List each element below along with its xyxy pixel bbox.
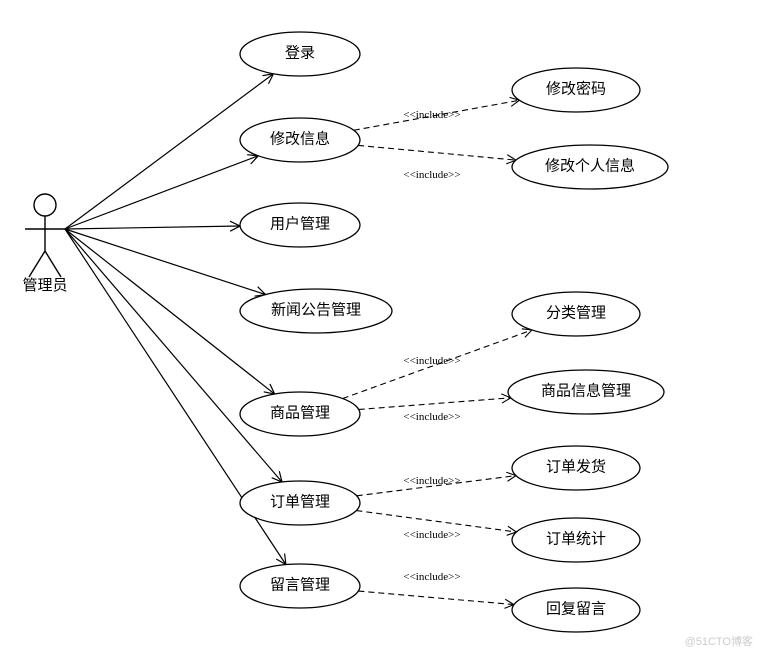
include-label: <<include>> (403, 109, 460, 121)
watermark: @51CTO博客 (685, 633, 753, 649)
uc-category-mgmt: 分类管理 (512, 292, 640, 336)
usecase-label: 用户管理 (270, 215, 330, 232)
uc-product-mgmt: 商品管理 (240, 392, 360, 436)
uc-order-stats: 订单统计 (512, 518, 640, 562)
association-edge (65, 74, 273, 229)
usecase-label: 修改密码 (546, 80, 606, 97)
usecase-label: 留言管理 (270, 576, 330, 593)
association-edge (65, 156, 258, 229)
include-label: <<include>> (403, 411, 460, 423)
include-edge (358, 591, 514, 605)
actor-label: 管理员 (22, 277, 67, 294)
usecase-label: 订单管理 (270, 493, 330, 510)
uc-order-mgmt: 订单管理 (240, 481, 360, 525)
association-edge (65, 229, 282, 482)
uc-order-ship: 订单发货 (512, 446, 640, 490)
association-edge (65, 226, 240, 229)
uc-prod-info-mgmt: 商品信息管理 (508, 370, 664, 414)
usecase-label: 商品管理 (270, 404, 330, 421)
usecase-label: 新闻公告管理 (271, 301, 361, 318)
include-label: <<include>> (403, 529, 460, 541)
include-label: <<include>> (403, 169, 460, 181)
usecase-label: 修改信息 (270, 130, 330, 147)
uc-user-mgmt: 用户管理 (240, 203, 360, 247)
association-edge (65, 229, 266, 295)
usecase-label: 登录 (285, 44, 315, 61)
include-label: <<include>> (403, 355, 460, 367)
usecase-label: 回复留言 (546, 599, 606, 617)
uc-news-mgmt: 新闻公告管理 (240, 289, 392, 333)
usecase-label: 订单统计 (546, 530, 606, 547)
include-edge (358, 145, 516, 160)
usecase-label: 商品信息管理 (541, 382, 631, 399)
uc-reply-msg: 回复留言 (512, 588, 640, 632)
usecase-label: 修改个人信息 (545, 157, 635, 174)
uc-change-pwd: 修改密码 (512, 68, 640, 112)
include-label: <<include>> (403, 571, 460, 583)
include-edge (359, 398, 511, 410)
usecase-label: 分类管理 (546, 304, 606, 321)
admin-actor: 管理员 (22, 194, 67, 294)
use-case-diagram: 管理员 <<include>> <<include>> <<include>> <<in… (0, 0, 761, 655)
uc-edit-personal: 修改个人信息 (512, 145, 668, 189)
uc-edit-info: 修改信息 (240, 118, 360, 162)
include-label: <<include>> (403, 475, 460, 487)
usecase-label: 订单发货 (546, 458, 606, 475)
uc-login: 登录 (240, 32, 360, 76)
uc-message-mgmt: 留言管理 (240, 564, 360, 608)
